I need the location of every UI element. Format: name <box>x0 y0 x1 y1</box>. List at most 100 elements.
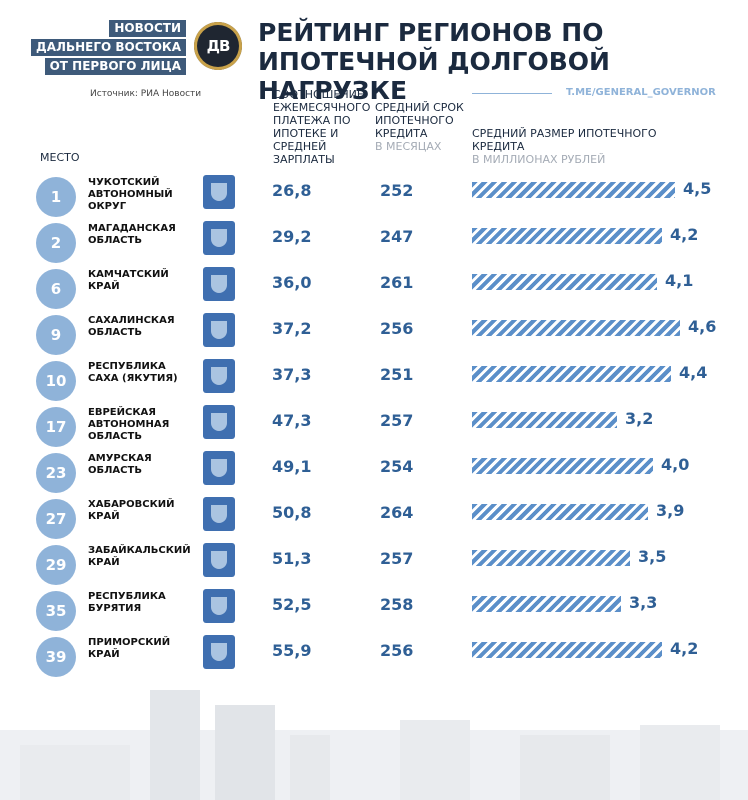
region-name: РЕСПУБЛИКА САХА (ЯКУТИЯ) <box>88 361 178 384</box>
term-value: 251 <box>380 365 414 384</box>
term-value: 254 <box>380 457 414 476</box>
ratio-value: 52,5 <box>272 595 312 614</box>
place-badge: 39 <box>36 637 76 677</box>
ratio-value: 26,8 <box>272 181 312 200</box>
coat-of-arms-icon <box>203 267 235 301</box>
bar <box>472 596 621 612</box>
bar-value-label: 4,6 <box>688 317 717 336</box>
bar-value-label: 3,5 <box>638 547 667 566</box>
table-row: 17 ЕВРЕЙСКАЯ АВТОНОМНАЯ ОБЛАСТЬ 47,3 257 3,2 <box>0 405 748 453</box>
term-value: 261 <box>380 273 414 292</box>
ratio-value: 49,1 <box>272 457 312 476</box>
term-value: 258 <box>380 595 414 614</box>
city-skyline-background <box>0 690 748 800</box>
term-value: 257 <box>380 549 414 568</box>
coat-of-arms-icon <box>203 543 235 577</box>
bar-value-label: 4,2 <box>670 225 699 244</box>
coat-of-arms-icon <box>203 359 235 393</box>
region-name: ЗАБАЙКАЛЬСКИЙ КРАЙ <box>88 545 191 568</box>
column-header-term: СРЕДНИЙ СРОК ИПОТЕЧНОГО КРЕДИТА В МЕСЯЦА… <box>375 101 465 153</box>
coat-of-arms-icon <box>203 221 235 255</box>
coat-of-arms-icon <box>203 635 235 669</box>
table-row: 1 ЧУКОТСКИЙ АВТОНОМНЫЙ ОКРУГ 26,8 252 4,5 <box>0 175 748 223</box>
region-name: ЧУКОТСКИЙ АВТОНОМНЫЙ ОКРУГ <box>88 177 173 212</box>
place-badge: 9 <box>36 315 76 355</box>
region-name: ПРИМОРСКИЙ КРАЙ <box>88 637 171 660</box>
region-name: ЕВРЕЙСКАЯ АВТОНОМНАЯ ОБЛАСТЬ <box>88 407 170 442</box>
place-badge: 23 <box>36 453 76 493</box>
coat-of-arms-icon <box>203 313 235 347</box>
bar-value-label: 4,1 <box>665 271 694 290</box>
place-badge: 10 <box>36 361 76 401</box>
coat-of-arms-icon <box>203 405 235 439</box>
bar <box>472 320 680 336</box>
term-value: 256 <box>380 319 414 338</box>
bar <box>472 504 648 520</box>
bar <box>472 458 653 474</box>
brand-line: ДАЛЬНЕГО ВОСТОКА <box>31 39 186 56</box>
table-row: 2 МАГАДАНСКАЯ ОБЛАСТЬ 29,2 247 4,2 <box>0 221 748 269</box>
table-row: 6 КАМЧАТСКИЙ КРАЙ 36,0 261 4,1 <box>0 267 748 315</box>
column-header-term-unit: В МЕСЯЦАХ <box>375 140 442 153</box>
region-name: РЕСПУБЛИКА БУРЯТИЯ <box>88 591 166 614</box>
term-value: 257 <box>380 411 414 430</box>
region-name: САХАЛИНСКАЯ ОБЛАСТЬ <box>88 315 175 338</box>
brand-block: НОВОСТИ ДАЛЬНЕГО ВОСТОКА ОТ ПЕРВОГО ЛИЦА <box>31 20 186 75</box>
column-header-size: СРЕДНИЙ РАЗМЕР ИПОТЕЧНОГО КРЕДИТА В МИЛЛ… <box>472 127 672 166</box>
region-name: ХАБАРОВСКИЙ КРАЙ <box>88 499 175 522</box>
place-badge: 17 <box>36 407 76 447</box>
column-header-place: МЕСТО <box>40 151 80 164</box>
place-badge: 2 <box>36 223 76 263</box>
bar-value-label: 3,2 <box>625 409 654 428</box>
region-name: АМУРСКАЯ ОБЛАСТЬ <box>88 453 152 476</box>
table-row: 9 САХАЛИНСКАЯ ОБЛАСТЬ 37,2 256 4,6 <box>0 313 748 361</box>
ratio-value: 47,3 <box>272 411 312 430</box>
bar-value-label: 3,3 <box>629 593 658 612</box>
column-header-term-label: СРЕДНИЙ СРОК ИПОТЕЧНОГО КРЕДИТА <box>375 101 464 140</box>
ratio-value: 36,0 <box>272 273 312 292</box>
coat-of-arms-icon <box>203 451 235 485</box>
table-row: 35 РЕСПУБЛИКА БУРЯТИЯ 52,5 258 3,3 <box>0 589 748 637</box>
bar <box>472 412 617 428</box>
place-badge: 29 <box>36 545 76 585</box>
bar <box>472 228 662 244</box>
region-name: МАГАДАНСКАЯ ОБЛАСТЬ <box>88 223 176 246</box>
term-value: 256 <box>380 641 414 660</box>
bar <box>472 642 662 658</box>
table-row: 27 ХАБАРОВСКИЙ КРАЙ 50,8 264 3,9 <box>0 497 748 545</box>
telegram-link[interactable]: T.ME/GENERAL_GOVERNOR <box>566 87 716 98</box>
bar-value-label: 4,2 <box>670 639 699 658</box>
coat-of-arms-icon <box>203 497 235 531</box>
brand-line: ОТ ПЕРВОГО ЛИЦА <box>44 58 186 75</box>
table-row: 23 АМУРСКАЯ ОБЛАСТЬ 49,1 254 4,0 <box>0 451 748 499</box>
bar <box>472 182 675 198</box>
table-row: 10 РЕСПУБЛИКА САХА (ЯКУТИЯ) 37,3 251 4,4 <box>0 359 748 407</box>
bar <box>472 366 671 382</box>
table-row: 29 ЗАБАЙКАЛЬСКИЙ КРАЙ 51,3 257 3,5 <box>0 543 748 591</box>
ratio-value: 29,2 <box>272 227 312 246</box>
column-header-size-label: СРЕДНИЙ РАЗМЕР ИПОТЕЧНОГО КРЕДИТА <box>472 127 657 153</box>
term-value: 247 <box>380 227 414 246</box>
term-value: 252 <box>380 181 414 200</box>
region-name: КАМЧАТСКИЙ КРАЙ <box>88 269 169 292</box>
page-title: РЕЙТИНГ РЕГИОНОВ ПО ИПОТЕЧНОЙ ДОЛГОВОЙ Н… <box>258 18 610 105</box>
ratio-value: 51,3 <box>272 549 312 568</box>
bar-value-label: 3,9 <box>656 501 685 520</box>
place-badge: 27 <box>36 499 76 539</box>
column-header-ratio: СООТНОШЕНИЕ ЕЖЕМЕСЯЧНОГО ПЛАТЕЖА ПО ИПОТ… <box>273 88 371 166</box>
ratio-value: 50,8 <box>272 503 312 522</box>
bar <box>472 274 657 290</box>
brand-line: НОВОСТИ <box>109 20 186 37</box>
dv-logo: ДВ <box>194 22 242 70</box>
bar-value-label: 4,4 <box>679 363 708 382</box>
ratio-value: 55,9 <box>272 641 312 660</box>
ratio-value: 37,2 <box>272 319 312 338</box>
place-badge: 35 <box>36 591 76 631</box>
coat-of-arms-icon <box>203 175 235 209</box>
coat-of-arms-icon <box>203 589 235 623</box>
bar-value-label: 4,0 <box>661 455 690 474</box>
term-value: 264 <box>380 503 414 522</box>
bar <box>472 550 630 566</box>
ratio-value: 37,3 <box>272 365 312 384</box>
column-header-size-unit: В МИЛЛИОНАХ РУБЛЕЙ <box>472 153 606 166</box>
